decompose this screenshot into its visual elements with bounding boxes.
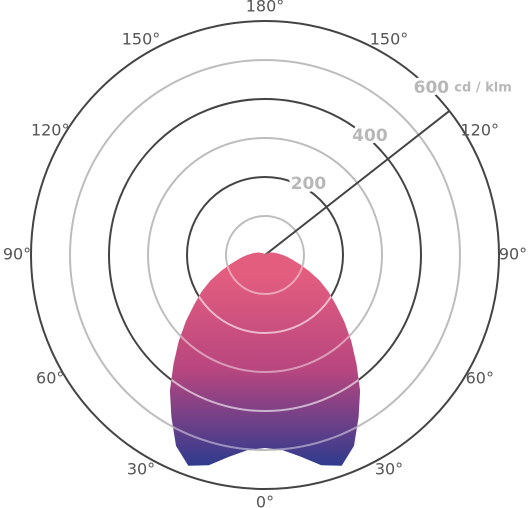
angle-label: 0° [256,493,274,508]
labels: 0° 30° 30° 60° 60° 90° 90° 120° 120° 150° 150° 180°… [3,0,527,508]
minor-grid-circle [69,59,461,451]
angle-label: 120° [31,121,70,140]
grid-circle [30,20,500,490]
radial-unit: cd / klm [454,80,511,95]
radial-tick-label: 200 [291,174,327,194]
angle-label: 30° [375,459,403,478]
radial-tick-label: 600 [414,78,450,98]
radial-tick-label: 400 [352,126,388,146]
angle-label: 60° [36,369,64,388]
angle-label: 150° [122,30,161,49]
angle-label: 90° [3,245,31,264]
plot [169,252,361,466]
radial-axis [264,110,451,256]
angle-label: 180° [246,0,285,16]
angle-label: 30° [127,459,155,478]
angle-label: 90° [499,245,527,264]
grid-circle [169,252,361,412]
angle-label: 120° [461,121,500,140]
minor-grid-circle [169,252,361,373]
angle-label: 150° [370,30,409,49]
angle-label: 60° [466,369,494,388]
intensity-area [169,252,361,466]
